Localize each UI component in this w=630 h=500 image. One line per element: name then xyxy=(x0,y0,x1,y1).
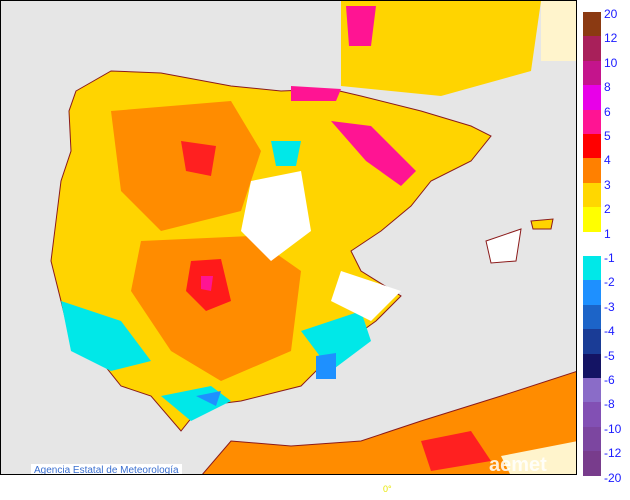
legend-label: -20 xyxy=(604,470,622,485)
legend-swatch xyxy=(583,207,601,232)
legend-label: -8 xyxy=(604,397,615,412)
legend-swatch xyxy=(583,12,601,37)
legend-swatch xyxy=(583,280,601,305)
legend-label: 1 xyxy=(604,226,611,241)
legend-label: 8 xyxy=(604,80,611,95)
legend-label: 2 xyxy=(604,202,611,217)
legend-swatch xyxy=(583,182,601,208)
copyright-credit: Agencia Estatal de Meteorología xyxy=(31,464,182,474)
legend-label: -6 xyxy=(604,373,615,387)
map-graphic xyxy=(50,1,576,474)
legend-swatch xyxy=(583,329,601,354)
legend-swatch xyxy=(583,256,601,281)
legend-swatch xyxy=(583,353,601,378)
legend-swatch xyxy=(583,378,601,403)
legend-swatch xyxy=(583,109,601,134)
legend-swatch xyxy=(583,402,601,427)
legend-label: -4 xyxy=(604,324,615,339)
legend-label: -1 xyxy=(604,251,615,265)
legend-label: 4 xyxy=(604,153,611,168)
legend-label: 20 xyxy=(604,7,618,21)
legend-label: 3 xyxy=(604,177,611,192)
legend-swatch xyxy=(583,304,601,330)
legend-swatch xyxy=(583,60,601,86)
temperature-anomaly-map: Agencia Estatal de Meteorología aemet xyxy=(0,0,577,475)
aemet-logo: aemet xyxy=(489,454,547,475)
legend-swatch xyxy=(583,158,601,183)
legend-label: 6 xyxy=(604,104,611,119)
legend-swatch xyxy=(583,36,601,61)
legend-label: 10 xyxy=(604,55,618,70)
legend-swatch xyxy=(583,426,601,452)
legend-label: -3 xyxy=(604,299,615,314)
legend-label: -12 xyxy=(604,446,622,461)
longitude-label: 0° xyxy=(383,484,392,494)
legend-swatch xyxy=(583,134,601,159)
legend-label: -10 xyxy=(604,421,622,436)
legend-swatch xyxy=(583,451,601,476)
legend-label: -2 xyxy=(604,275,615,290)
legend-label: -5 xyxy=(604,348,615,363)
legend-label: 5 xyxy=(604,129,611,143)
legend-swatch xyxy=(583,85,601,110)
legend-label: 12 xyxy=(604,31,618,46)
